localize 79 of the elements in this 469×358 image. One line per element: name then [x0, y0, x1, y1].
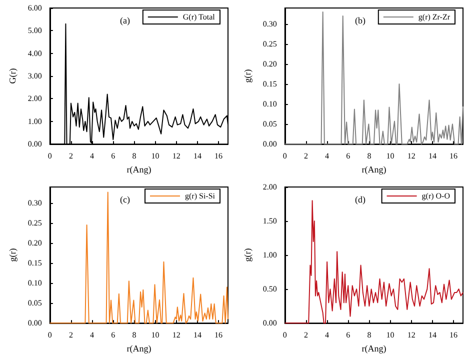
- y-axis-title: g(r): [8, 248, 18, 262]
- x-tick-label: 4: [90, 330, 94, 340]
- y-tick-label: 0.00: [262, 318, 277, 328]
- x-tick-label: 8: [367, 152, 372, 161]
- y-tick-label: 0.30: [28, 198, 42, 208]
- x-tick-label: 4: [325, 152, 330, 161]
- y-tick-label: 0.00: [262, 140, 277, 149]
- x-axis-title: r(Ang): [126, 164, 152, 174]
- y-tick-label: 0.30: [262, 20, 277, 29]
- y-tick-label: 0.00: [28, 318, 42, 328]
- x-axis-title: r(Ang): [126, 344, 152, 354]
- x-tick-label: 14: [428, 330, 436, 340]
- y-tick-label: 0.25: [28, 218, 42, 228]
- x-tick-label: 0: [48, 152, 52, 161]
- x-tick-label: 2: [68, 152, 73, 161]
- y-tick-label: 2.00: [28, 94, 42, 104]
- y-tick-label: 0.20: [262, 60, 277, 69]
- line-series: [284, 12, 464, 145]
- annotation: (c): [120, 194, 130, 204]
- x-tick-label: 16: [214, 152, 223, 161]
- y-tick-label: 0.10: [262, 100, 277, 109]
- x-tick-label: 2: [304, 152, 308, 161]
- y-tick-label: 0.25: [262, 40, 277, 49]
- y-tick-label: 5.00: [28, 26, 42, 36]
- x-tick-label: 4: [325, 330, 330, 340]
- x-tick-label: 14: [193, 330, 202, 340]
- x-tick-label: 6: [346, 330, 350, 340]
- y-tick-label: 0.00: [28, 140, 42, 149]
- x-tick-label: 10: [151, 152, 160, 161]
- y-tick-label: 0.15: [28, 258, 42, 268]
- x-tick-label: 0: [282, 330, 287, 340]
- x-tick-label: 0: [282, 152, 287, 161]
- x-tick-label: 2: [304, 330, 308, 340]
- x-axis-title: r(Ang): [362, 344, 386, 354]
- legend-label: g(r) Zr-Zr: [418, 12, 450, 22]
- x-tick-label: 14: [193, 152, 202, 161]
- legend-label: g(r) Si-Si: [185, 192, 216, 200]
- x-tick-label: 10: [151, 330, 160, 340]
- x-tick-label: 14: [428, 152, 436, 161]
- x-tick-label: 12: [172, 152, 180, 161]
- y-tick-label: 0.20: [28, 238, 42, 248]
- y-tick-label: 0.05: [28, 298, 42, 308]
- x-tick-label: 12: [407, 330, 416, 340]
- x-tick-label: 6: [346, 152, 350, 161]
- x-tick-label: 8: [132, 330, 136, 340]
- x-tick-label: 16: [450, 330, 458, 340]
- y-axis-title: g(r): [242, 69, 252, 83]
- x-tick-label: 6: [111, 152, 116, 161]
- y-tick-label: 1.50: [262, 216, 277, 226]
- x-tick-label: 2: [68, 330, 73, 340]
- x-tick-label: 8: [367, 330, 372, 340]
- legend-label: G(r) Total: [182, 12, 216, 22]
- x-tick-label: 8: [132, 152, 136, 161]
- x-tick-label: 10: [386, 152, 394, 161]
- x-tick-label: 10: [386, 330, 394, 340]
- y-axis-title: G(r): [8, 68, 18, 84]
- x-axis-title: r(Ang): [362, 164, 386, 174]
- annotation: (d): [355, 194, 366, 204]
- x-tick-label: 16: [450, 152, 458, 161]
- y-tick-label: 6.00: [28, 4, 42, 12]
- y-tick-label: 0.05: [262, 120, 277, 129]
- y-tick-label: 0.15: [262, 80, 277, 89]
- x-tick-label: 16: [214, 330, 223, 340]
- y-axis-title: g(r): [242, 248, 252, 262]
- y-tick-label: 1.00: [262, 250, 277, 260]
- x-tick-label: 12: [407, 152, 416, 161]
- annotation: (b): [355, 16, 366, 26]
- x-tick-label: 12: [172, 330, 180, 340]
- y-tick-label: 3.00: [28, 72, 42, 81]
- y-tick-label: 0.10: [28, 278, 42, 288]
- y-tick-label: 4.00: [28, 48, 42, 58]
- legend-label: g(r) O-O: [422, 192, 450, 200]
- x-tick-label: 0: [48, 330, 52, 340]
- y-tick-label: 1.00: [28, 116, 42, 126]
- y-tick-label: 0.50: [262, 284, 277, 294]
- x-tick-label: 4: [90, 152, 94, 161]
- y-tick-label: 2.00: [262, 182, 277, 192]
- x-tick-label: 6: [111, 330, 116, 340]
- annotation: (a): [120, 16, 130, 26]
